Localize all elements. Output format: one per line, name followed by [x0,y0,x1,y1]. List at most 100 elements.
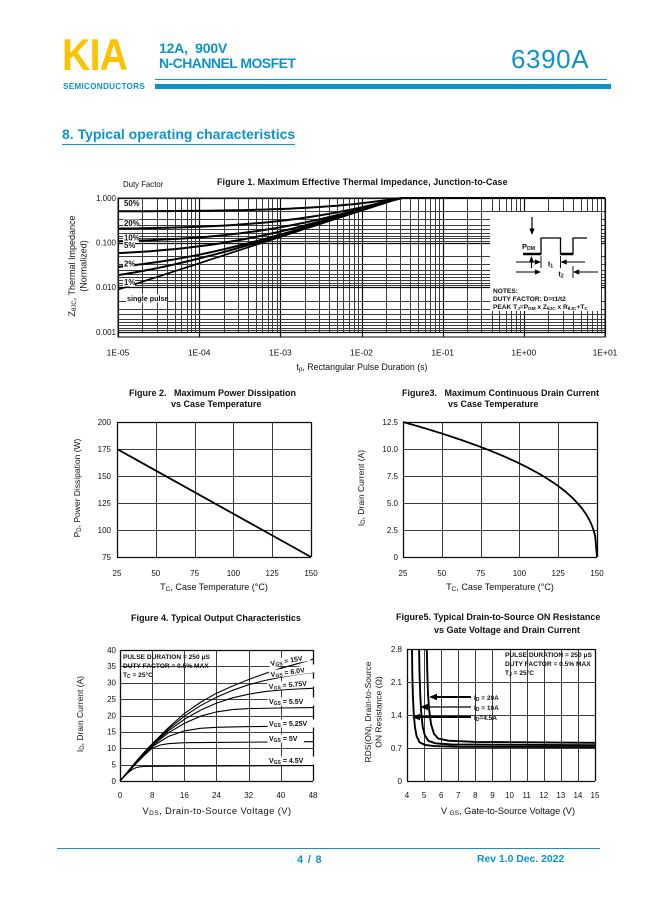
svg-text:PDM: PDM [522,242,535,252]
svg-text:ID, Drain Current (A): ID, Drain Current (A) [75,676,86,752]
svg-text:TC = 25°C: TC = 25°C [123,671,153,680]
svg-text:Duty Factor: Duty Factor [123,180,164,189]
svg-text:vs Case Temperature: vs Case Temperature [448,399,538,409]
svg-text:2.8: 2.8 [391,645,403,654]
svg-text:ID = 10A: ID = 10A [474,705,499,713]
svg-text:8: 8 [150,791,155,800]
svg-text:40: 40 [276,791,285,800]
svg-text:TC, Case Temperature (°C): TC, Case Temperature (°C) [446,582,554,593]
svg-text:tp, Rectangular Pulse Duration: tp, Rectangular Pulse Duration (s) [297,362,428,373]
svg-text:0: 0 [398,777,403,786]
svg-text:2.1: 2.1 [391,678,403,687]
svg-text:100: 100 [513,569,527,578]
svg-text:TJ = 25°C: TJ = 25°C [505,669,534,678]
svg-text:1E-05: 1E-05 [107,348,130,358]
svg-text:ID, Drain Current (A): ID, Drain Current (A) [356,450,367,526]
svg-text:125: 125 [552,569,566,578]
svg-text:2.5: 2.5 [387,526,399,535]
svg-text:25: 25 [399,569,408,578]
svg-text:10: 10 [107,744,116,753]
svg-text:t2: t2 [558,270,563,280]
svg-text:Figure3. Maximum Continuous: Figure3. Maximum Continuous Drain Curren… [402,388,599,398]
svg-text:48: 48 [309,791,318,800]
svg-text:7: 7 [456,791,461,800]
svg-text:200: 200 [98,418,112,427]
svg-text:50: 50 [151,569,160,578]
svg-text:100: 100 [98,526,112,535]
svg-text:vs Gate Voltage and Drain Curr: vs Gate Voltage and Drain Current [434,625,580,635]
svg-text:V GS, Gate-to-Source Voltage (: V GS, Gate-to-Source Voltage (V) [441,806,575,817]
svg-text:11: 11 [522,791,531,800]
svg-text:75: 75 [102,553,111,562]
svg-text:20%: 20% [124,219,140,228]
svg-text:75: 75 [476,569,485,578]
svg-text:VGS = 6.0V: VGS = 6.0V [270,667,305,680]
svg-text:4: 4 [405,791,410,800]
svg-text:25: 25 [113,569,122,578]
svg-text:100: 100 [227,569,241,578]
svg-text:32: 32 [244,791,253,800]
svg-text:VGS = 5V: VGS = 5V [269,736,298,744]
svg-text:DUTY FACTOR = 0.5% MAX: DUTY FACTOR = 0.5% MAX [505,661,591,668]
svg-text:0.001: 0.001 [96,328,117,337]
svg-text:1E-01: 1E-01 [431,348,454,358]
svg-text:NOTES:: NOTES: [493,288,518,295]
svg-text:12: 12 [539,791,548,800]
svg-text:10: 10 [505,791,514,800]
svg-text:0: 0 [112,777,117,786]
svg-text:(Normalized): (Normalized) [79,240,89,292]
svg-text:1E-04: 1E-04 [188,348,211,358]
svg-text:2%: 2% [124,260,135,269]
svg-text:5: 5 [422,791,427,800]
svg-text:1%: 1% [124,278,135,287]
svg-text:ID=4.5A: ID=4.5A [474,715,497,723]
svg-text:1.4: 1.4 [391,711,403,720]
svg-text:25: 25 [107,695,116,704]
svg-text:Figure 1. Maximum Effective Th: Figure 1. Maximum Effective Thermal Impe… [217,177,508,187]
svg-text:14: 14 [573,791,582,800]
svg-text:1E-03: 1E-03 [269,348,292,358]
svg-text:125: 125 [266,569,280,578]
svg-text:10%: 10% [124,234,140,243]
svg-text:9: 9 [490,791,495,800]
svg-text:5%: 5% [124,241,135,250]
svg-text:24: 24 [212,791,221,800]
svg-text:50%: 50% [124,199,140,208]
svg-text:30: 30 [107,679,116,688]
svg-text:single pulse: single pulse [127,294,169,303]
svg-text:125: 125 [98,499,112,508]
svg-text:150: 150 [590,569,604,578]
svg-text:15: 15 [107,728,116,737]
svg-text:50: 50 [437,569,446,578]
svg-text:0.7: 0.7 [391,744,403,753]
svg-text:40: 40 [107,646,116,655]
svg-text:Figure 4. Typical Output Chara: Figure 4. Typical Output Characteristics [131,613,301,623]
svg-text:DUTY FACTOR: D=t1/t2: DUTY FACTOR: D=t1/t2 [493,296,566,303]
svg-text:VGS = 4.5V: VGS = 4.5V [269,758,304,766]
svg-text:1.000: 1.000 [96,194,117,203]
svg-text:VGS = 5.5V: VGS = 5.5V [269,699,304,707]
svg-text:150: 150 [98,472,112,481]
svg-text:0: 0 [118,791,123,800]
svg-text:PULSE DURATION = 250 μS: PULSE DURATION = 250 μS [505,652,593,659]
svg-text:0.010: 0.010 [96,283,117,292]
svg-text:5: 5 [112,760,117,769]
svg-text:PD, Power Dissipation (W): PD, Power Dissipation (W) [72,438,83,537]
svg-text:PEAK TJ=PDM x ZθJC x RθJC+TC: PEAK TJ=PDM x ZθJC x RθJC+TC [493,304,588,312]
svg-text:8: 8 [473,791,478,800]
svg-text:VGS = 5.75V: VGS = 5.75V [269,681,308,692]
svg-text:12.5: 12.5 [382,418,398,427]
svg-text:Figure 2. Maximum Power Diss: Figure 2. Maximum Power Dissipation [129,388,296,398]
svg-text:6: 6 [439,791,444,800]
svg-text:vs Case Temperature: vs Case Temperature [171,399,261,409]
svg-text:10.0: 10.0 [382,445,398,454]
svg-text:1E+00: 1E+00 [511,348,536,358]
svg-text:5.0: 5.0 [387,499,399,508]
svg-text:7.5: 7.5 [387,472,399,481]
svg-text:75: 75 [190,569,199,578]
svg-text:ZθJC, Thermal Impedance: ZθJC, Thermal Impedance [67,215,78,316]
svg-text:16: 16 [180,791,189,800]
svg-text:15: 15 [591,791,600,800]
svg-text:RDS(ON), Drain-to-Source: RDS(ON), Drain-to-Source [363,661,373,762]
svg-text:PULSE DURATION = 250 μS: PULSE DURATION = 250 μS [123,654,211,661]
